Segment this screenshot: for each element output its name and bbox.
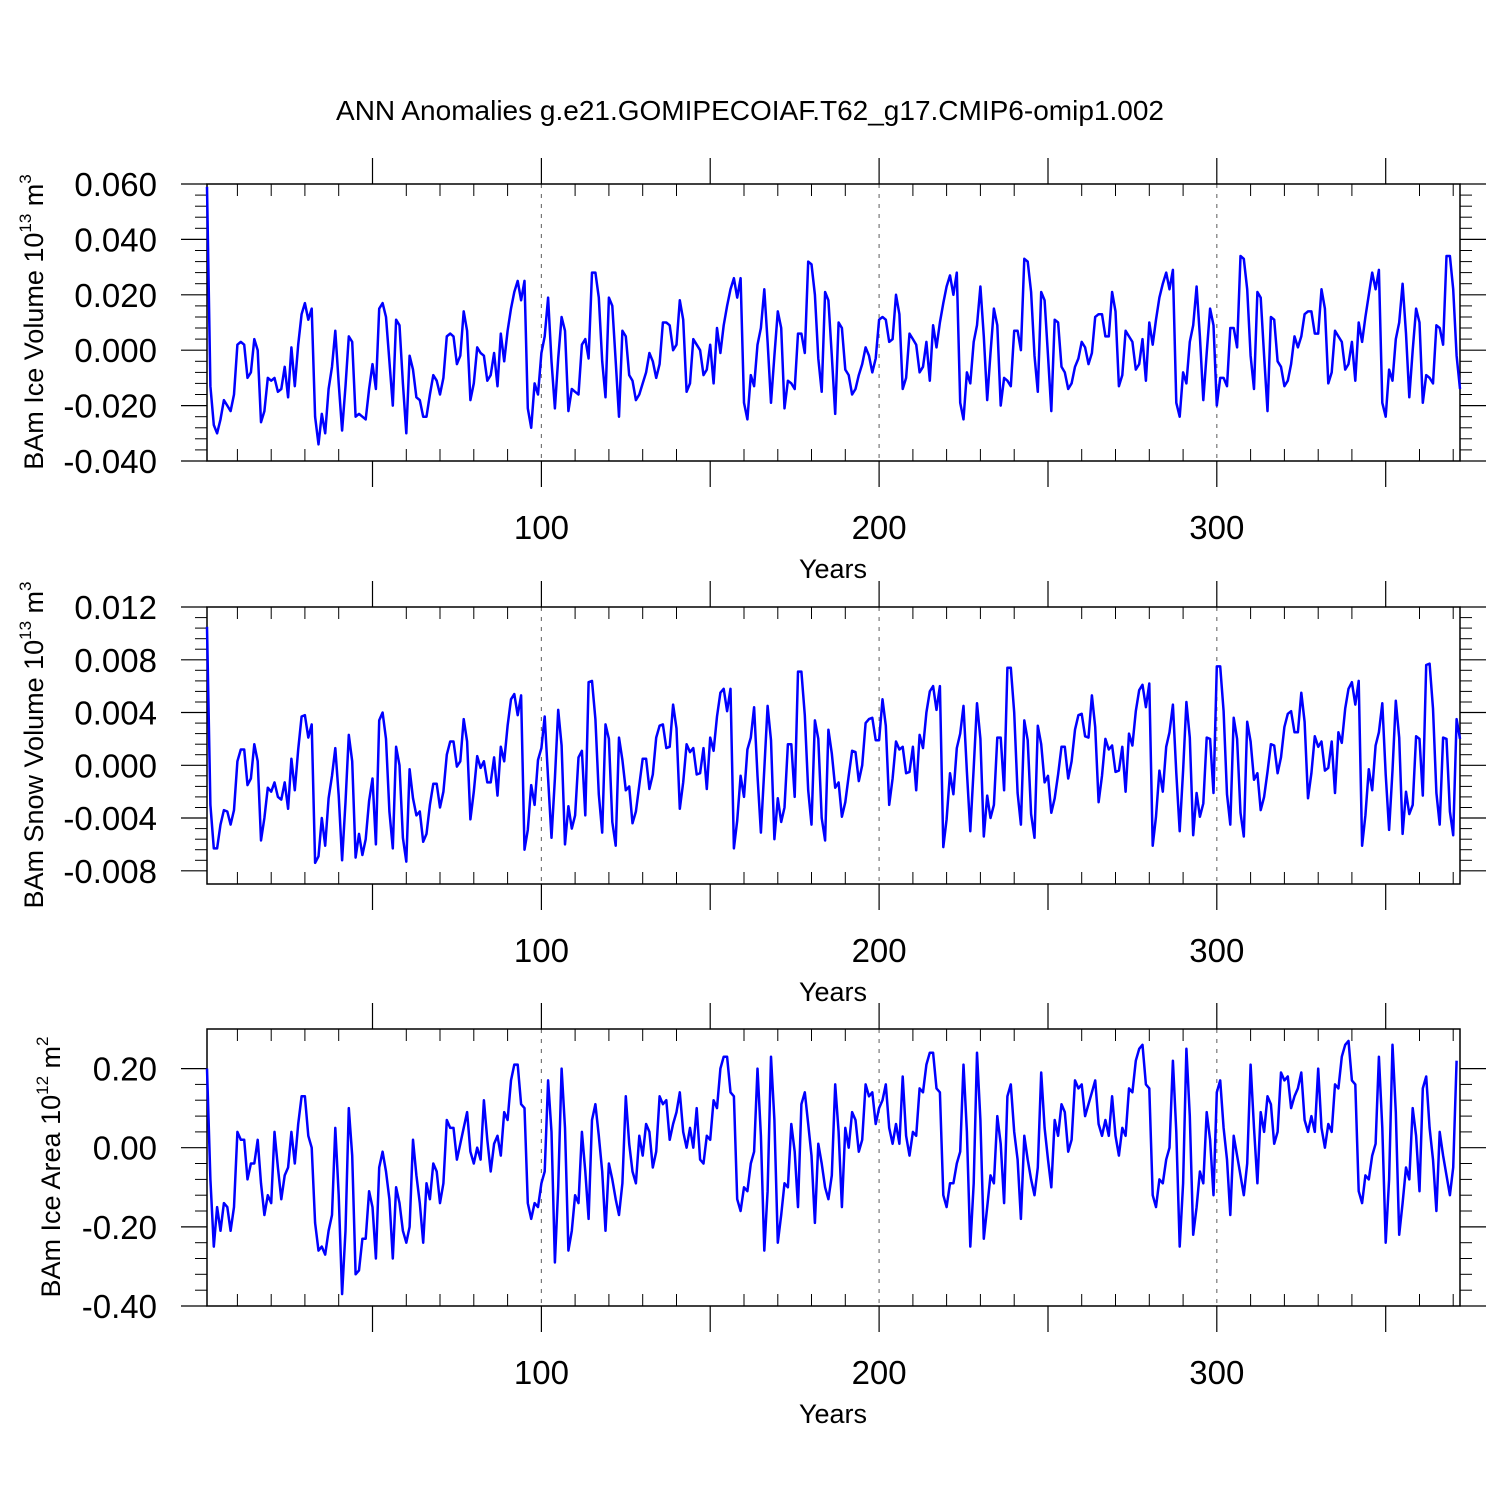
y-tick-label: 0.012 — [74, 589, 157, 626]
y-tick-label: -0.040 — [63, 443, 157, 480]
y-axis-label-exponent: 12 — [33, 1076, 52, 1095]
y-axis-label: BAm Ice Area 1012 m2 — [33, 1037, 66, 1298]
y-tick-label: 0.060 — [74, 166, 157, 203]
figure-title: ANN Anomalies g.e21.GOMIPECOIAF.T62_g17.… — [336, 95, 1164, 126]
panel-snow-volume: 100 200 300 -0.008 -0.004 0.000 0.004 0.008 0.01… — [16, 581, 1486, 1007]
y-tick-label: 0.040 — [74, 221, 157, 258]
y-axis-label-unit-exponent: 3 — [16, 174, 35, 183]
panel-ice-volume: 100 200 300 -0.040 -0.020 0.000 0.020 0.040 0.06… — [16, 158, 1486, 584]
x-axis-label: Years — [799, 554, 867, 584]
x-tick-label: 100 — [514, 1354, 569, 1391]
x-tick-label: 200 — [852, 932, 907, 969]
y-tick-label: 0.000 — [74, 747, 157, 784]
series-line — [205, 626, 1462, 865]
y-tick-label: 0.20 — [93, 1051, 157, 1088]
y-axis-label-unit: m — [36, 1046, 66, 1076]
axis-ticks: 100 200 300 -0.40 -0.20 0.00 0.20 — [82, 1003, 1486, 1391]
y-axis-label-unit: m — [19, 591, 49, 621]
x-axis-label: Years — [799, 977, 867, 1007]
y-tick-label: -0.20 — [82, 1209, 157, 1246]
y-axis-label-unit-exponent: 2 — [33, 1037, 52, 1046]
y-tick-label: 0.00 — [93, 1130, 157, 1167]
y-tick-label: 0.008 — [74, 642, 157, 679]
x-tick-label: 200 — [852, 509, 907, 546]
y-axis-label-exponent: 13 — [16, 621, 35, 640]
y-tick-label: 0.000 — [74, 332, 157, 369]
grid-lines — [540, 1029, 1218, 1306]
x-tick-label: 300 — [1189, 509, 1244, 546]
y-tick-label: -0.008 — [63, 853, 157, 890]
x-tick-label: 200 — [852, 1354, 907, 1391]
y-axis-label-unit-exponent: 3 — [16, 581, 35, 590]
axis-ticks: 100 200 300 -0.008 -0.004 0.000 0.004 0.008 0.01… — [63, 581, 1486, 969]
y-tick-label: -0.004 — [63, 800, 157, 837]
y-tick-label: -0.020 — [63, 388, 157, 425]
y-tick-label: 0.004 — [74, 695, 157, 732]
axis-ticks: 100 200 300 -0.040 -0.020 0.000 0.020 0.040 0.06… — [63, 158, 1486, 546]
panel-ice-area: 100 200 300 -0.40 -0.20 0.00 0.20 Years BAm Ic… — [33, 1003, 1486, 1429]
y-axis-label-exponent: 13 — [16, 214, 35, 233]
y-tick-label: -0.40 — [82, 1288, 157, 1325]
y-axis-label: BAm Ice Volume 1013 m3 — [16, 174, 49, 470]
plot-frame — [206, 606, 1461, 885]
y-axis-label-text: BAm Ice Area 10 — [36, 1095, 66, 1298]
x-axis-label: Years — [799, 1399, 867, 1429]
plot-frame — [206, 183, 1461, 462]
y-tick-label: 0.020 — [74, 277, 157, 314]
x-tick-label: 300 — [1189, 932, 1244, 969]
x-tick-label: 100 — [514, 509, 569, 546]
x-tick-label: 300 — [1189, 1354, 1244, 1391]
y-axis-label-unit: m — [19, 184, 49, 214]
series-line — [205, 1039, 1458, 1296]
plot-frame — [206, 1028, 1461, 1307]
y-axis-label: BAm Snow Volume 1013 m3 — [16, 581, 49, 908]
grid-lines — [540, 184, 1218, 461]
grid-lines — [540, 607, 1218, 884]
series-line — [205, 186, 1462, 446]
y-axis-label-text: BAm Ice Volume 10 — [19, 233, 49, 470]
y-axis-label-text: BAm Snow Volume 10 — [19, 640, 49, 909]
x-tick-label: 100 — [514, 932, 569, 969]
